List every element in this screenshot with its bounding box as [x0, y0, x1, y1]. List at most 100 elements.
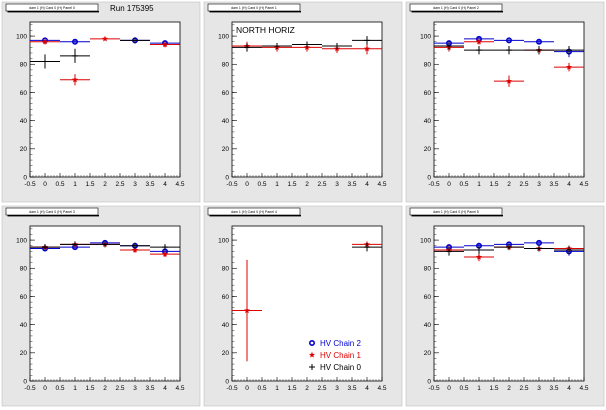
chart-title: dam 1 (H) Card 0 (H) Panel 3 — [29, 210, 75, 214]
x-tick-label: 0.5 — [55, 385, 64, 392]
y-tick-label: 60 — [424, 90, 432, 97]
x-tick-label: 0.5 — [55, 181, 64, 188]
data-point — [162, 244, 168, 251]
data-point — [565, 63, 573, 70]
y-tick-label: 20 — [222, 146, 230, 153]
y-tick-label: 60 — [222, 294, 230, 301]
title-box-shadow — [7, 215, 99, 217]
run-label: Run 175395 — [110, 4, 154, 13]
y-tick-label: 20 — [424, 350, 432, 357]
y-tick-label: 60 — [20, 294, 28, 301]
data-point — [131, 246, 139, 253]
x-tick-label: 0 — [245, 385, 249, 392]
y-tick-label: 20 — [20, 146, 28, 153]
data-point — [161, 250, 169, 257]
y-tick-label: 100 — [218, 237, 229, 244]
title-box-shadow — [411, 11, 503, 13]
data-point — [506, 37, 513, 44]
legend-marker — [309, 364, 315, 370]
data-point — [536, 47, 542, 54]
y-tick-label: 100 — [420, 33, 431, 40]
data-point — [244, 44, 250, 51]
x-tick-label: 4 — [163, 181, 167, 188]
data-point — [364, 37, 370, 44]
chart-title: dam 1 (H) Card 0 (H) Panel 0 — [29, 6, 75, 10]
x-tick-label: 4 — [567, 385, 571, 392]
data-point — [364, 244, 370, 251]
y-tick-label: 40 — [222, 322, 230, 329]
x-tick-label: 4 — [365, 181, 369, 188]
y-tick-label: 80 — [20, 62, 28, 69]
series-hv-chain-0 — [30, 241, 180, 251]
data-point — [475, 38, 483, 45]
x-tick-label: 2.5 — [519, 385, 528, 392]
data-point — [536, 239, 543, 246]
data-point — [475, 253, 483, 260]
y-tick-label: 100 — [420, 237, 431, 244]
data-point — [446, 42, 452, 49]
x-tick-label: 3.5 — [347, 181, 356, 188]
x-tick-label: 0 — [43, 385, 47, 392]
x-tick-label: 3 — [335, 181, 339, 188]
legend-label: HV Chain 0 — [320, 363, 361, 372]
x-tick-label: 0 — [43, 181, 47, 188]
x-tick-label: 2 — [305, 385, 309, 392]
chart-pad-1: dam 1 (H) Card 0 (H) Panel 0-0.5 0 0.5 1 1.5… — [1, 1, 201, 203]
x-tick-label: -0.5 — [24, 181, 36, 188]
x-tick-label: 4 — [567, 181, 571, 188]
y-tick-label: 0 — [427, 174, 431, 181]
data-point — [72, 52, 78, 59]
x-tick-label: 4 — [163, 385, 167, 392]
x-tick-label: 2 — [507, 385, 511, 392]
data-point — [506, 244, 512, 251]
x-tick-label: 4.5 — [377, 385, 386, 392]
x-tick-label: 2.5 — [519, 181, 528, 188]
title-box-shadow — [209, 215, 301, 217]
y-tick-label: 80 — [222, 62, 230, 69]
data-point — [161, 41, 169, 48]
y-tick-label: 40 — [424, 322, 432, 329]
x-tick-label: -0.5 — [428, 385, 440, 392]
x-tick-label: 3.5 — [145, 181, 154, 188]
y-tick-label: 80 — [20, 266, 28, 273]
legend-label: HV Chain 1 — [320, 351, 361, 360]
y-tick-label: 20 — [222, 350, 230, 357]
series-hv-chain-0 — [434, 244, 584, 256]
y-tick-label: 0 — [23, 174, 27, 181]
data-point — [102, 241, 108, 248]
x-tick-label: 1.5 — [287, 385, 296, 392]
x-tick-label: 0 — [447, 385, 451, 392]
panel-annotation: NORTH HORIZ — [236, 25, 295, 35]
chart-pad-5: dam 1 (H) Card 0 (H) Panel 4-0.5 0 0.5 1 1.5… — [203, 205, 403, 407]
x-tick-label: 3 — [133, 385, 137, 392]
x-tick-label: 1 — [477, 181, 481, 188]
y-tick-label: 100 — [16, 237, 27, 244]
x-tick-label: 3.5 — [549, 181, 558, 188]
x-tick-label: 0 — [245, 181, 249, 188]
y-tick-label: 100 — [16, 33, 27, 40]
data-point — [536, 38, 543, 45]
x-tick-label: 4.5 — [175, 181, 184, 188]
data-point — [72, 38, 79, 45]
x-tick-label: 0.5 — [257, 181, 266, 188]
y-tick-label: 60 — [424, 294, 432, 301]
legend-marker — [308, 351, 316, 358]
plot-frame — [29, 21, 181, 178]
x-tick-label: 2.5 — [317, 385, 326, 392]
x-tick-label: 1 — [477, 385, 481, 392]
x-tick-label: 1.5 — [85, 181, 94, 188]
data-point — [536, 245, 542, 252]
y-tick-label: 20 — [424, 146, 432, 153]
x-tick-label: 4.5 — [175, 385, 184, 392]
series-hv-chain-0 — [30, 37, 150, 69]
x-tick-label: -0.5 — [24, 385, 36, 392]
y-tick-label: 80 — [424, 266, 432, 273]
x-tick-label: 3.5 — [145, 385, 154, 392]
series-hv-chain-0 — [434, 41, 584, 55]
y-tick-label: 20 — [20, 350, 28, 357]
data-point — [334, 42, 340, 49]
x-tick-label: 0 — [447, 181, 451, 188]
data-point — [566, 246, 572, 253]
